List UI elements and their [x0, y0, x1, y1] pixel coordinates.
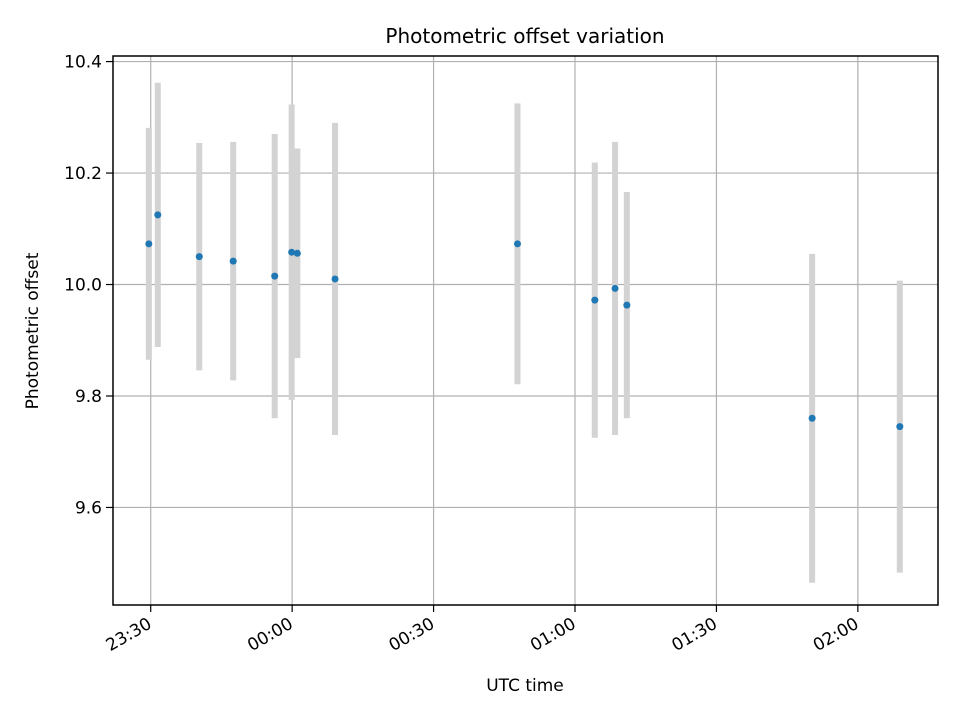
data-point [154, 211, 162, 219]
y-tick-label: 10.0 [64, 276, 102, 296]
data-point [293, 249, 301, 257]
data-point [513, 240, 521, 248]
data-point [195, 253, 203, 261]
data-point [288, 248, 296, 256]
data-points [145, 211, 904, 431]
data-point [611, 284, 619, 292]
data-point [808, 414, 816, 422]
y-axis-label: Photometric offset [23, 252, 43, 409]
data-point [145, 240, 153, 248]
y-tick-label: 9.6 [75, 498, 102, 518]
data-point [271, 272, 279, 280]
data-point [331, 275, 339, 283]
y-axis-ticks: 9.6 9.8 10.0 10.2 10.4 [64, 53, 113, 518]
chart-title: Photometric offset variation [385, 24, 664, 48]
data-point [229, 257, 237, 265]
x-axis-label: UTC time [486, 676, 564, 696]
y-tick-label: 10.4 [64, 53, 102, 73]
data-point [623, 301, 631, 309]
plot-frame [112, 55, 939, 606]
y-tick-label: 9.8 [75, 387, 102, 407]
y-tick-label: 10.2 [64, 164, 102, 184]
data-point [591, 296, 599, 304]
data-point [896, 423, 904, 431]
